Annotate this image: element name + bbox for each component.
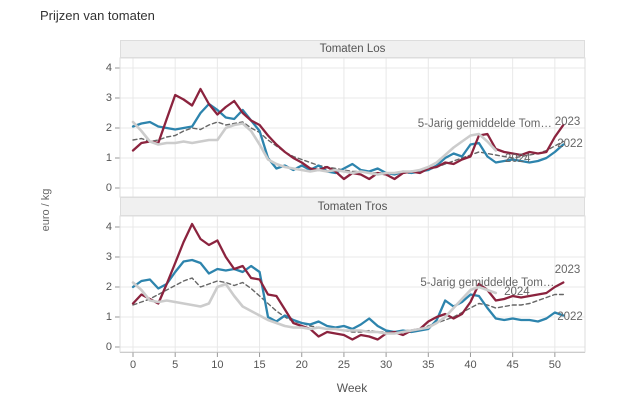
panel-header-tomaten-los: Tomaten Los xyxy=(120,40,585,58)
series-line-5-jarig-gemiddelde-tom[interactable] xyxy=(132,121,564,176)
series-line-2023[interactable] xyxy=(131,87,565,181)
series-line-2024[interactable] xyxy=(131,281,498,335)
panel-title-tomaten-los: Tomaten Los xyxy=(319,43,386,55)
series-line-2023[interactable] xyxy=(131,222,565,341)
series-line-2022[interactable] xyxy=(131,258,565,334)
series-line-2024[interactable] xyxy=(131,120,498,176)
x-axis-title: Week xyxy=(336,381,368,395)
panel-title-tomaten-tros: Tomaten Tros xyxy=(317,200,388,213)
panel-header-tomaten-tros: Tomaten Tros xyxy=(120,197,585,216)
y-axis-title: euro / kg xyxy=(40,188,52,232)
page-title: Prijzen van tomaten xyxy=(40,8,155,23)
series-line-2022[interactable] xyxy=(131,102,565,176)
